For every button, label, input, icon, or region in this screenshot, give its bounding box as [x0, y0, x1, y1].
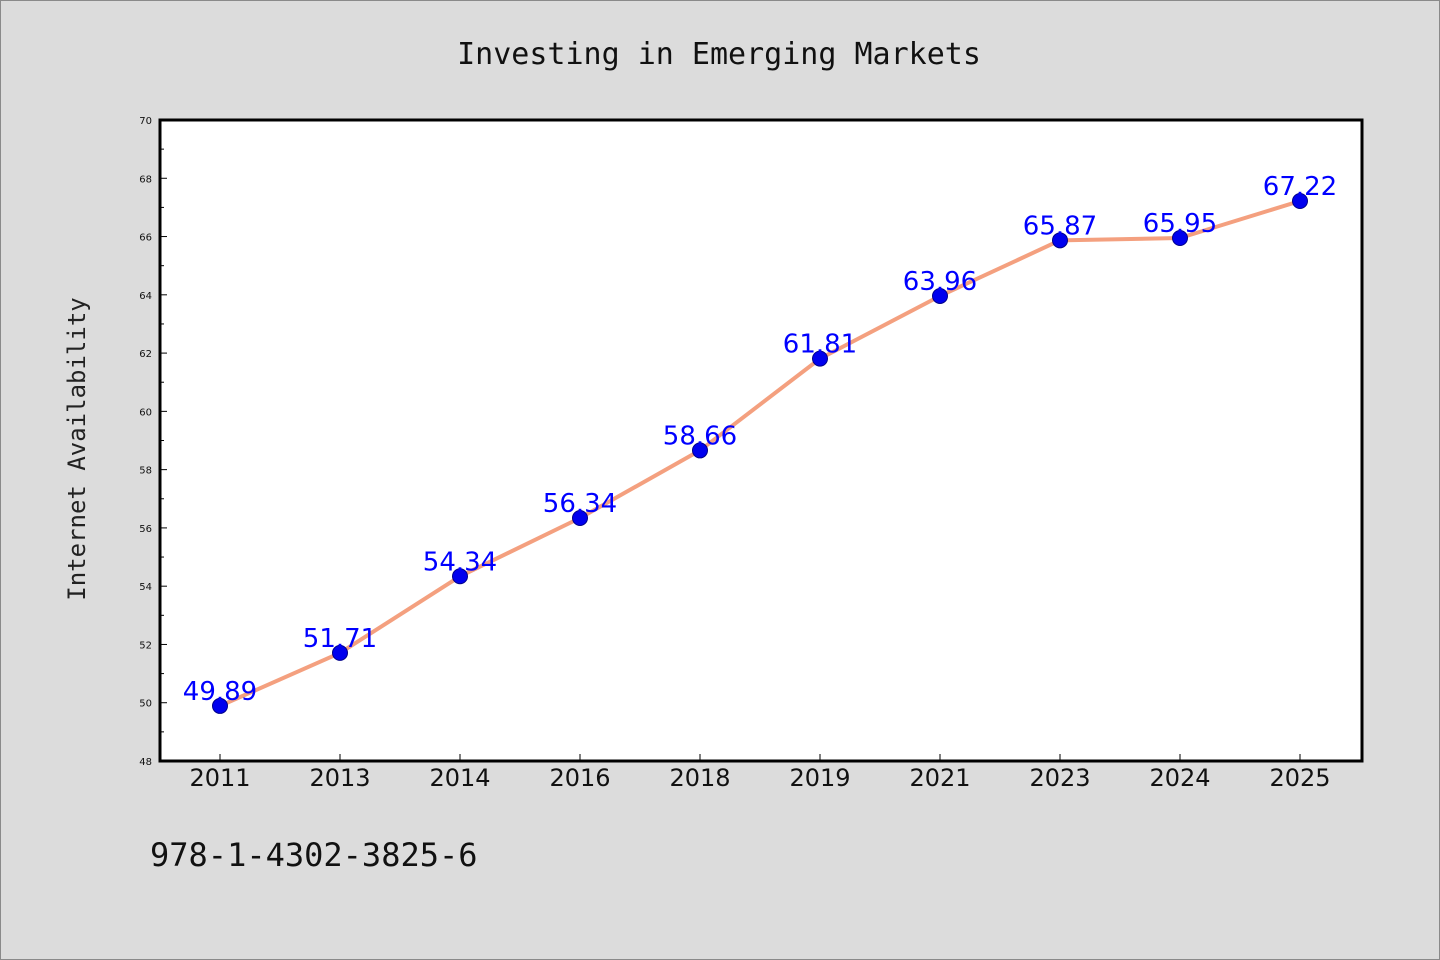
- data-point: [692, 442, 708, 459]
- data-label: 65.95: [1143, 209, 1217, 239]
- data-label: 61.81: [783, 330, 857, 360]
- data-label-layer: 49.89 51.71 54.34 56.34 58.66 61.81 63.96 65.87…: [183, 172, 1337, 707]
- data-point: [452, 568, 468, 585]
- y-tick-label: 70: [139, 116, 152, 127]
- x-tick-label: 2016: [549, 764, 610, 792]
- x-tick-label: 2019: [789, 764, 850, 792]
- y-tick-label: 58: [139, 466, 152, 477]
- x-axis: 2011 2013 2014 2016 2018 2019 2021 2023 2024 2025: [189, 754, 1331, 792]
- data-label: 63.96: [903, 267, 977, 297]
- x-tick-label: 2023: [1029, 764, 1090, 792]
- isbn-text: 978-1-4302-3825-6: [150, 836, 478, 874]
- x-tick-label: 2025: [1269, 764, 1330, 792]
- data-label: 49.89: [183, 677, 257, 707]
- data-label: 56.34: [543, 489, 617, 519]
- data-point: [332, 644, 348, 661]
- y-tick-label: 48: [139, 757, 152, 768]
- data-point: [572, 510, 588, 527]
- y-tick-label: 54: [139, 582, 152, 593]
- y-axis-label: Internet Availability: [63, 297, 91, 600]
- y-tick-label: 60: [139, 407, 152, 418]
- y-tick-label: 68: [139, 174, 152, 185]
- x-tick-label: 2018: [669, 764, 730, 792]
- x-tick-label: 2014: [429, 764, 490, 792]
- data-label: 51.71: [303, 624, 377, 654]
- x-tick-label: 2024: [1149, 764, 1210, 792]
- y-axis: 48 50 52 54 56 58 60 62 64 66 68 70: [139, 116, 167, 768]
- series-line: [218, 198, 1302, 708]
- data-point: [212, 697, 228, 714]
- x-tick-label: 2021: [909, 764, 970, 792]
- y-tick-label: 52: [139, 640, 152, 651]
- data-point: [1052, 232, 1068, 249]
- y-tick-label: 64: [139, 291, 152, 302]
- data-point: [1172, 230, 1188, 247]
- y-tick-label: 50: [139, 699, 152, 710]
- series-layer: [212, 192, 1308, 714]
- data-point: [1292, 192, 1308, 209]
- plot-area: [158, 118, 1364, 763]
- x-tick-label: 2013: [309, 764, 370, 792]
- data-point: [932, 287, 948, 304]
- y-tick-label: 66: [139, 233, 152, 244]
- data-label: 54.34: [423, 547, 497, 577]
- data-point: [812, 350, 828, 367]
- y-tick-label: 56: [139, 524, 152, 535]
- y-tick-label: 62: [139, 349, 152, 360]
- chart-title: Investing in Emerging Markets: [457, 37, 981, 72]
- data-label: 65.87: [1023, 211, 1097, 241]
- x-tick-label: 2011: [189, 764, 250, 792]
- data-label: 58.66: [663, 421, 737, 451]
- data-label: 67.22: [1263, 172, 1337, 202]
